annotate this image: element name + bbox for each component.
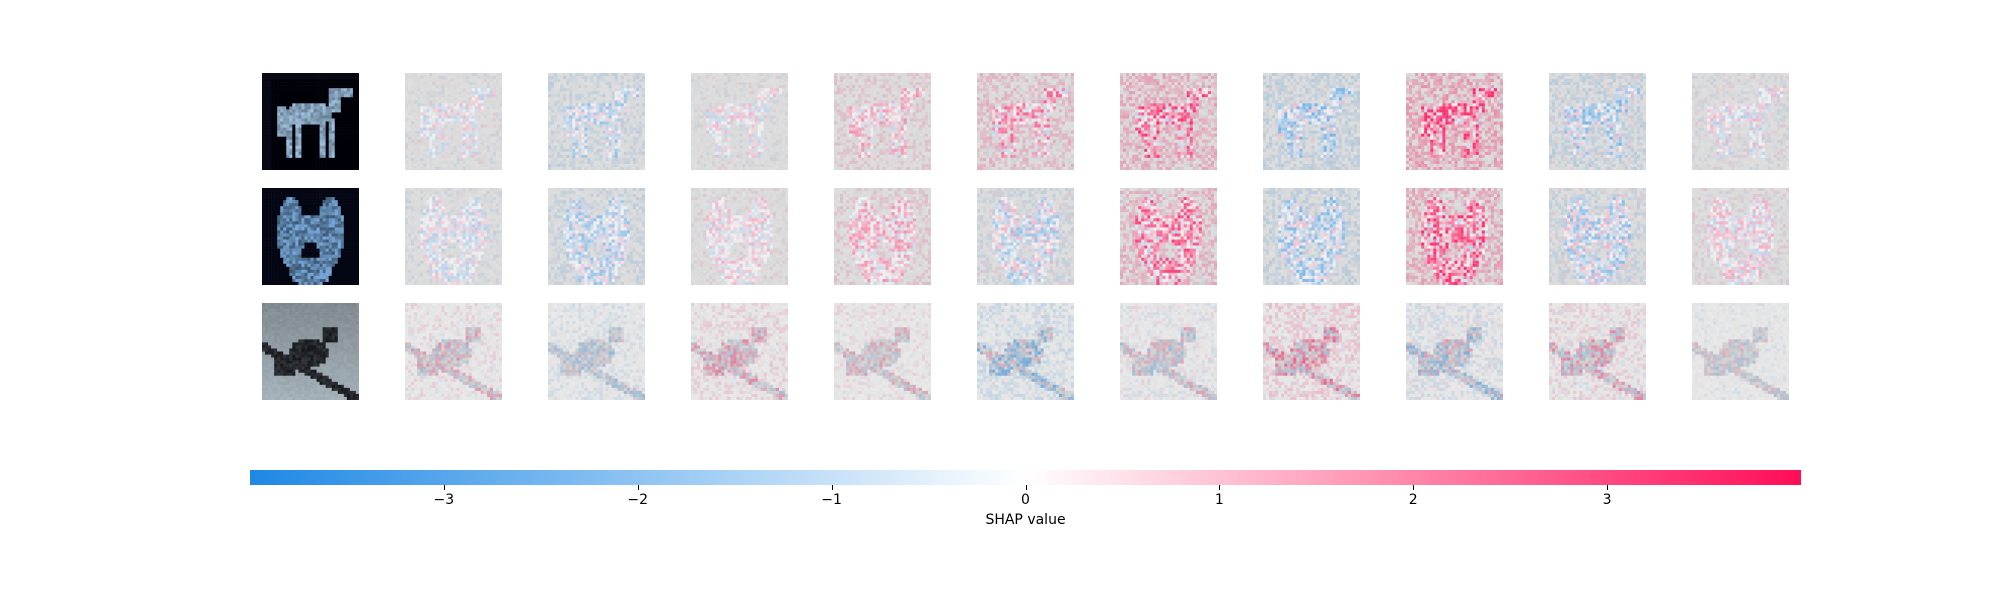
shap-map-horse-10 [1692,73,1789,170]
shap-map-bird-5 [977,303,1074,400]
colorbar-tick [443,485,445,490]
shap-map-horse-5 [977,73,1074,170]
colorbar-tick-label: 3 [1577,492,1637,508]
colorbar-tick [831,485,833,490]
input-image-dog [262,188,359,285]
colorbar-label: SHAP value [250,512,1801,528]
shap-map-bird-10 [1692,303,1789,400]
colorbar-gradient [250,470,1801,485]
colorbar-tick-label: 1 [1189,492,1249,508]
shap-map-dog-1 [405,188,502,285]
shap-map-dog-7 [1263,188,1360,285]
shap-map-dog-10 [1692,188,1789,285]
colorbar-tick [637,485,639,490]
input-image-horse [262,73,359,170]
shap-map-bird-8 [1406,303,1503,400]
shap-map-horse-1 [405,73,502,170]
colorbar-tick [1413,485,1415,490]
shap-map-dog-2 [548,188,645,285]
shap-map-bird-1 [405,303,502,400]
colorbar-tick [1607,485,1609,490]
shap-map-horse-7 [1263,73,1360,170]
shap-map-bird-2 [548,303,645,400]
colorbar-tick [1025,485,1027,490]
shap-map-horse-4 [834,73,931,170]
shap-map-horse-2 [548,73,645,170]
shap-map-bird-7 [1263,303,1360,400]
shap-map-horse-8 [1406,73,1503,170]
colorbar-tick-label: −2 [608,492,668,508]
shap-map-bird-6 [1120,303,1217,400]
shap-map-dog-3 [691,188,788,285]
colorbar-tick-label: 2 [1383,492,1443,508]
colorbar-tick-label: −1 [802,492,862,508]
shap-map-horse-6 [1120,73,1217,170]
shap-map-dog-5 [977,188,1074,285]
shap-map-dog-8 [1406,188,1503,285]
shap-map-bird-3 [691,303,788,400]
shap-map-bird-4 [834,303,931,400]
colorbar-tick [1219,485,1221,490]
input-image-bird [262,303,359,400]
colorbar [250,470,1801,485]
shap-map-dog-9 [1549,188,1646,285]
shap-map-horse-9 [1549,73,1646,170]
shap-map-dog-4 [834,188,931,285]
colorbar-tick-label: 0 [996,492,1056,508]
shap-map-horse-3 [691,73,788,170]
shap-map-bird-9 [1549,303,1646,400]
shap-map-dog-6 [1120,188,1217,285]
colorbar-tick-label: −3 [414,492,474,508]
